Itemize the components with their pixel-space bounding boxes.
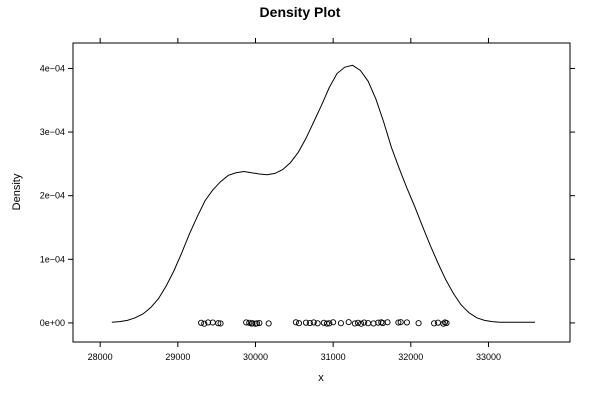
- data-point: [361, 319, 368, 326]
- y-tick-label: 1e−04: [40, 254, 65, 264]
- x-tick-label: 33000: [476, 352, 501, 362]
- data-point: [345, 319, 352, 326]
- data-point: [256, 319, 263, 327]
- data-point: [403, 319, 410, 326]
- data-point: [265, 320, 272, 327]
- data-point: [292, 319, 299, 326]
- data-point: [443, 319, 450, 327]
- data-point: [198, 319, 205, 326]
- y-tick-label: 0e+00: [40, 318, 65, 328]
- x-tick-label: 30000: [243, 352, 268, 362]
- data-point: [253, 320, 261, 327]
- y-tick-label: 4e−04: [40, 63, 65, 73]
- data-point: [440, 320, 447, 327]
- data-point: [330, 319, 337, 326]
- y-axis-label: Density: [11, 173, 23, 210]
- data-point: [379, 319, 386, 327]
- data-point: [310, 319, 317, 326]
- y-tick-label: 3e−04: [40, 127, 65, 137]
- plot-frame: [72, 42, 571, 343]
- x-axis-label: x: [318, 372, 324, 384]
- data-point: [215, 320, 222, 327]
- data-point: [205, 319, 212, 326]
- data-point: [375, 319, 382, 326]
- data-point: [337, 320, 344, 327]
- data-point: [243, 319, 250, 326]
- data-point: [395, 319, 402, 326]
- data-point: [358, 320, 365, 327]
- data-point: [306, 319, 313, 327]
- y-tick-label: 2e−04: [40, 191, 65, 201]
- x-axis-ticks: 28000 29000 30000 31000 32000 33000: [88, 38, 501, 362]
- data-point: [370, 320, 377, 327]
- data-point: [354, 319, 362, 326]
- data-point: [384, 319, 391, 326]
- data-point: [302, 319, 310, 326]
- data-point: [323, 320, 330, 327]
- density-curve-line: [111, 64, 536, 323]
- data-point: [201, 320, 208, 327]
- data-point: [415, 320, 422, 327]
- x-tick-label: 29000: [165, 352, 190, 362]
- data-point: [431, 320, 438, 327]
- y-axis-ticks: 0e+00 1e−04 2e−04 3e−04 4e−04: [40, 63, 575, 328]
- data-point: [217, 320, 224, 327]
- data-points: [198, 319, 450, 327]
- chart-title: Density Plot: [260, 4, 341, 20]
- data-point: [326, 320, 333, 327]
- data-point: [314, 320, 321, 327]
- data-point: [397, 319, 404, 326]
- data-point: [249, 320, 256, 327]
- x-tick-label: 31000: [321, 352, 346, 362]
- x-tick-label: 28000: [88, 352, 113, 362]
- x-tick-label: 32000: [398, 352, 423, 362]
- data-point: [351, 320, 358, 327]
- data-point: [295, 320, 303, 327]
